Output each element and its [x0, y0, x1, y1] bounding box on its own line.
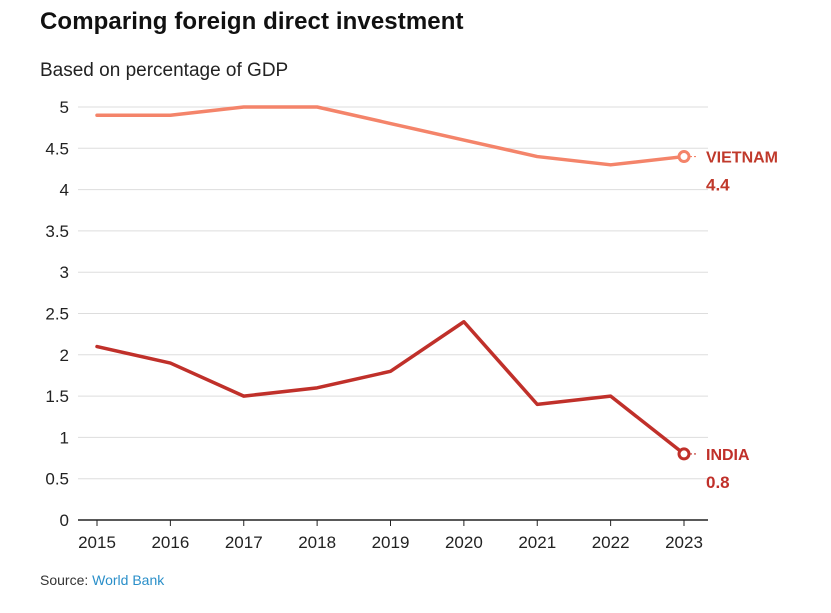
source-prefix: Source:: [40, 572, 93, 588]
y-tick-label: 5: [60, 98, 69, 117]
chart-subtitle: Based on percentage of GDP: [40, 60, 289, 81]
x-tick-label: 2015: [78, 533, 116, 552]
y-axis-ticks: 0 0.5 1 1.5 2 2.5 3 3.5 4 4.5 5: [45, 98, 69, 530]
y-tick-label: 1.5: [45, 387, 69, 406]
x-tick-label: 2022: [592, 533, 630, 552]
india-line: [95, 320, 686, 456]
y-tick-label: 4.5: [45, 139, 69, 158]
y-tick-label: 4: [60, 181, 69, 200]
y-tick-label: 0: [60, 511, 69, 530]
grid-lines: [78, 106, 708, 521]
x-tick-label: 2016: [151, 533, 189, 552]
y-tick-label: 2.5: [45, 305, 69, 324]
y-tick-label: 0.5: [45, 470, 69, 489]
source-link[interactable]: World Bank: [92, 572, 165, 588]
vietnam-line: [95, 105, 686, 167]
india-end-marker: [677, 447, 691, 461]
series-lines: [95, 105, 698, 461]
india-end-value-label: 0.8: [706, 473, 730, 492]
vietnam-end-value-label: 4.4: [706, 176, 730, 195]
x-tick-label: 2020: [445, 533, 483, 552]
x-tick-label: 2018: [298, 533, 336, 552]
source-note: Source: World Bank: [40, 572, 164, 588]
x-axis-ticks: 2015 2016 2017 2018 2019 2020 2021 2022 2023: [78, 520, 703, 552]
chart-title: Comparing foreign direct investment: [40, 8, 464, 35]
vietnam-series-label: VIETNAM: [706, 150, 778, 167]
india-series-label: INDIA: [706, 447, 750, 464]
vietnam-end-marker: [677, 150, 691, 164]
y-tick-label: 1: [60, 428, 69, 447]
x-tick-label: 2021: [518, 533, 556, 552]
x-tick-label: 2017: [225, 533, 263, 552]
x-tick-label: 2019: [372, 533, 410, 552]
x-tick-label: 2023: [665, 533, 703, 552]
y-tick-label: 3: [60, 263, 69, 282]
series-labels: VIETNAM 4.4 INDIA 0.8: [706, 150, 778, 492]
y-tick-label: 3.5: [45, 222, 69, 241]
y-tick-label: 2: [60, 346, 69, 365]
